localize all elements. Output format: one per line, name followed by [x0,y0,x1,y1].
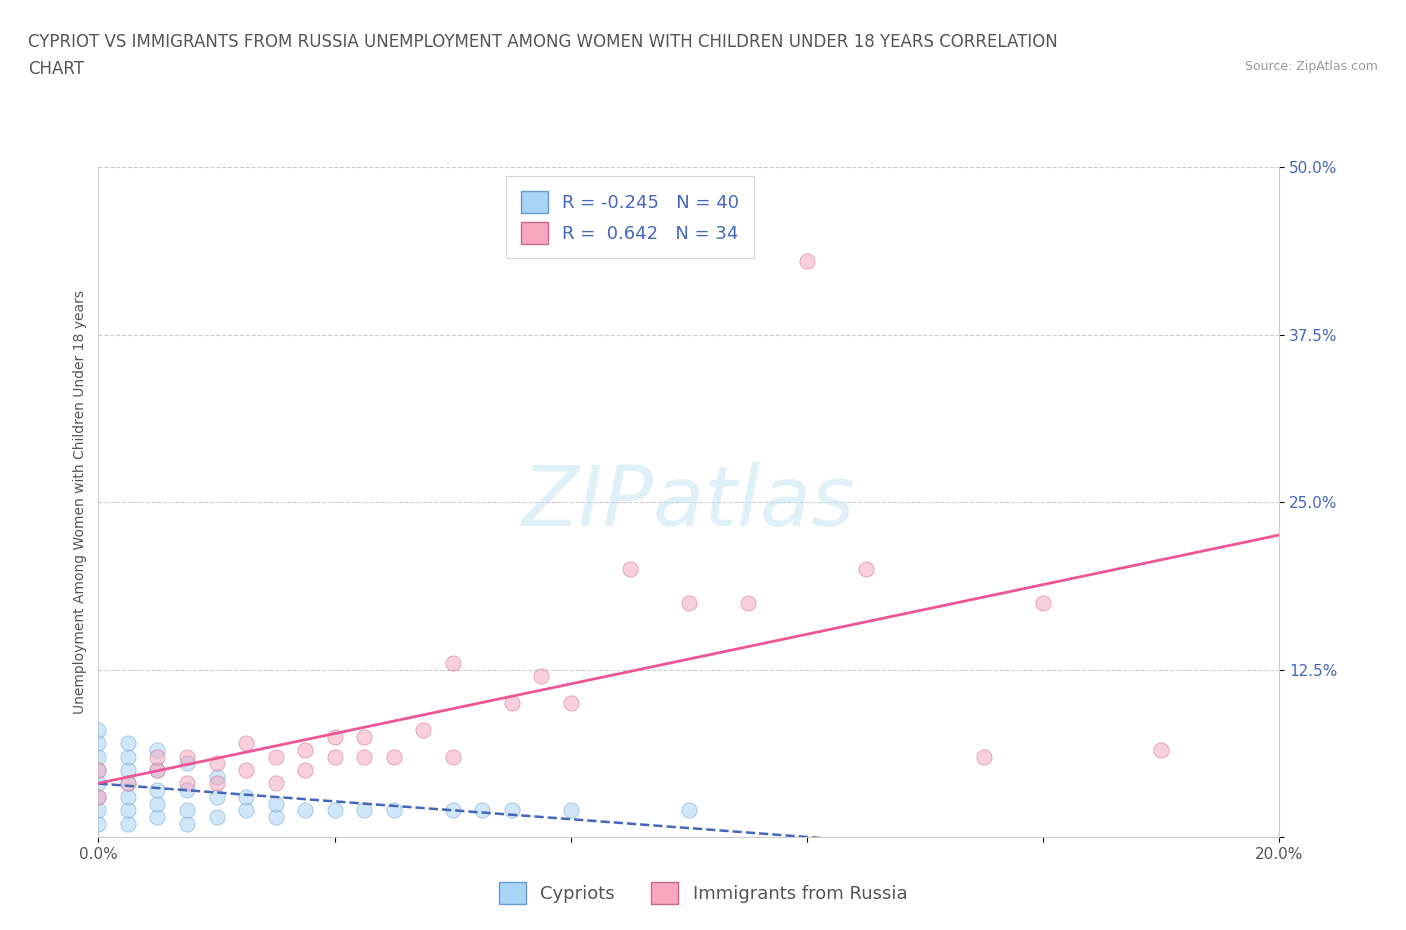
Point [176,817,198,831]
Point [146,742,169,757]
Legend: Cypriots, Immigrants from Russia: Cypriots, Immigrants from Russia [492,875,914,911]
Point [235,803,257,817]
Point [353,803,375,817]
Point [176,756,198,771]
Point [87,763,110,777]
Point [87,776,110,790]
Point [294,803,316,817]
Point [117,750,139,764]
Point [678,803,700,817]
Point [382,803,405,817]
Point [87,817,110,831]
Point [205,790,228,804]
Point [323,803,346,817]
Point [973,750,995,764]
Point [264,750,287,764]
Point [205,756,228,771]
Y-axis label: Unemployment Among Women with Children Under 18 years: Unemployment Among Women with Children U… [73,290,87,714]
Point [235,736,257,751]
Point [117,776,139,790]
Point [353,729,375,744]
Point [205,809,228,824]
Point [530,669,553,684]
Point [1150,742,1173,757]
Point [235,790,257,804]
Point [501,696,523,711]
Text: CYPRIOT VS IMMIGRANTS FROM RUSSIA UNEMPLOYMENT AMONG WOMEN WITH CHILDREN UNDER 1: CYPRIOT VS IMMIGRANTS FROM RUSSIA UNEMPL… [28,33,1057,50]
Point [678,595,700,610]
Point [796,254,818,269]
Point [264,809,287,824]
Point [1032,595,1054,610]
Point [117,763,139,777]
Text: ZIPatlas: ZIPatlas [522,461,856,543]
Point [412,723,434,737]
Point [855,562,877,577]
Point [501,803,523,817]
Point [323,729,346,744]
Point [176,803,198,817]
Point [205,776,228,790]
Point [560,696,582,711]
Point [146,796,169,811]
Point [87,790,110,804]
Point [87,750,110,764]
Point [87,736,110,751]
Point [737,595,759,610]
Point [176,750,198,764]
Point [264,796,287,811]
Point [441,750,464,764]
Point [264,776,287,790]
Text: CHART: CHART [28,60,84,78]
Point [294,742,316,757]
Point [323,750,346,764]
Point [441,656,464,671]
Point [87,803,110,817]
Point [382,750,405,764]
Point [117,776,139,790]
Legend: R = -0.245   N = 40, R =  0.642   N = 34: R = -0.245 N = 40, R = 0.642 N = 34 [506,177,754,259]
Point [87,790,110,804]
Point [146,750,169,764]
Point [87,763,110,777]
Point [117,803,139,817]
Point [353,750,375,764]
Point [146,763,169,777]
Point [117,817,139,831]
Point [205,769,228,784]
Point [146,763,169,777]
Point [146,809,169,824]
Point [117,736,139,751]
Point [294,763,316,777]
Point [146,783,169,798]
Point [441,803,464,817]
Point [560,803,582,817]
Point [87,723,110,737]
Text: Source: ZipAtlas.com: Source: ZipAtlas.com [1244,60,1378,73]
Point [471,803,494,817]
Point [176,776,198,790]
Point [619,562,641,577]
Point [235,763,257,777]
Point [176,783,198,798]
Point [117,790,139,804]
